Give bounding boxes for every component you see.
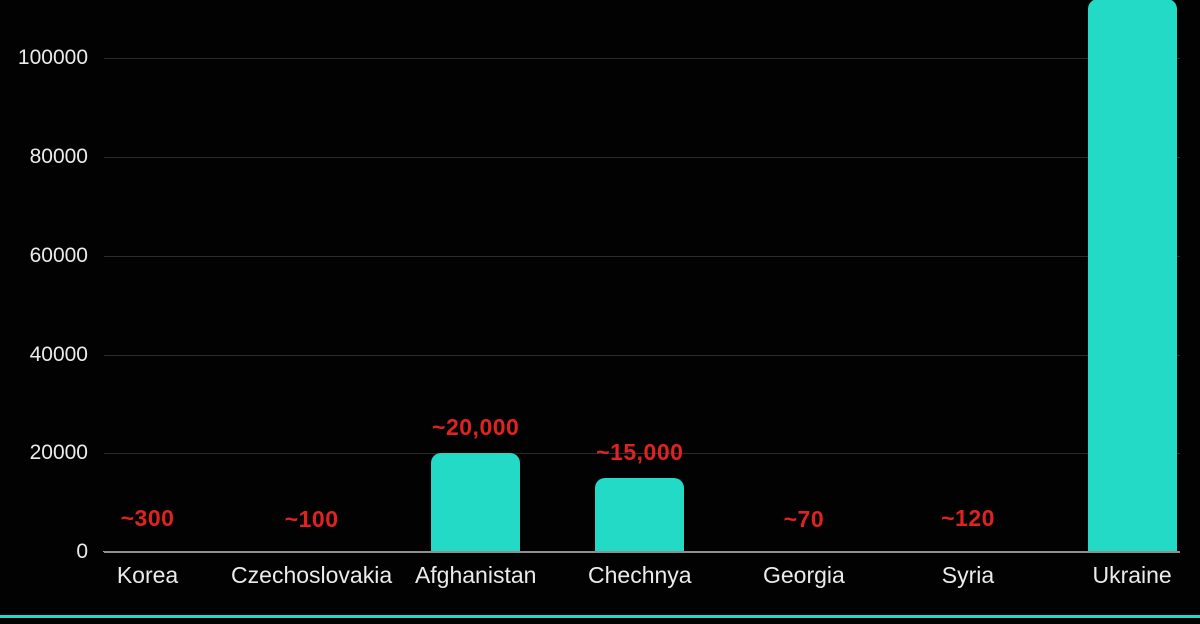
- x-axis-category-label: Georgia: [762, 562, 845, 588]
- value-label-syria: ~120: [941, 505, 995, 532]
- y-axis-tick-label: 80000: [29, 145, 88, 168]
- value-label-korea: ~300: [120, 504, 175, 531]
- gridline: [104, 453, 1180, 455]
- bar-afghanistan: [431, 453, 521, 552]
- x-axis-line: [104, 551, 1180, 553]
- value-label-georgia: ~70: [783, 505, 825, 532]
- bottom-accent-border: [0, 615, 1200, 618]
- x-axis-category-label: Afghanistan: [414, 562, 537, 588]
- gridline: [104, 354, 1180, 356]
- value-label-czechoslovakia: ~100: [284, 505, 339, 532]
- gridline: [104, 58, 1180, 60]
- x-axis-category-label: Ukraine: [1092, 562, 1172, 588]
- y-axis-tick-label: 60000: [29, 243, 88, 267]
- y-axis-tick-label: 100000: [17, 46, 88, 70]
- y-axis-tick-label: 20000: [29, 441, 88, 465]
- y-axis-tick-label: 40000: [29, 342, 88, 366]
- y-axis-tick-label: 0: [76, 540, 88, 563]
- x-axis-category-label: Korea: [116, 562, 179, 588]
- gridline: [104, 255, 1180, 257]
- x-axis-category-label: Syria: [941, 562, 995, 588]
- gridline: [104, 157, 1180, 158]
- x-axis-category-label: Chechnya: [588, 562, 692, 588]
- bar-ukraine: [1087, 0, 1177, 552]
- value-label-afghanistan: ~20,000: [432, 414, 520, 441]
- x-axis-category-label: Czechoslovakia: [231, 562, 393, 588]
- bar-chechnya: [595, 477, 685, 552]
- value-label-chechnya: ~15,000: [596, 438, 684, 465]
